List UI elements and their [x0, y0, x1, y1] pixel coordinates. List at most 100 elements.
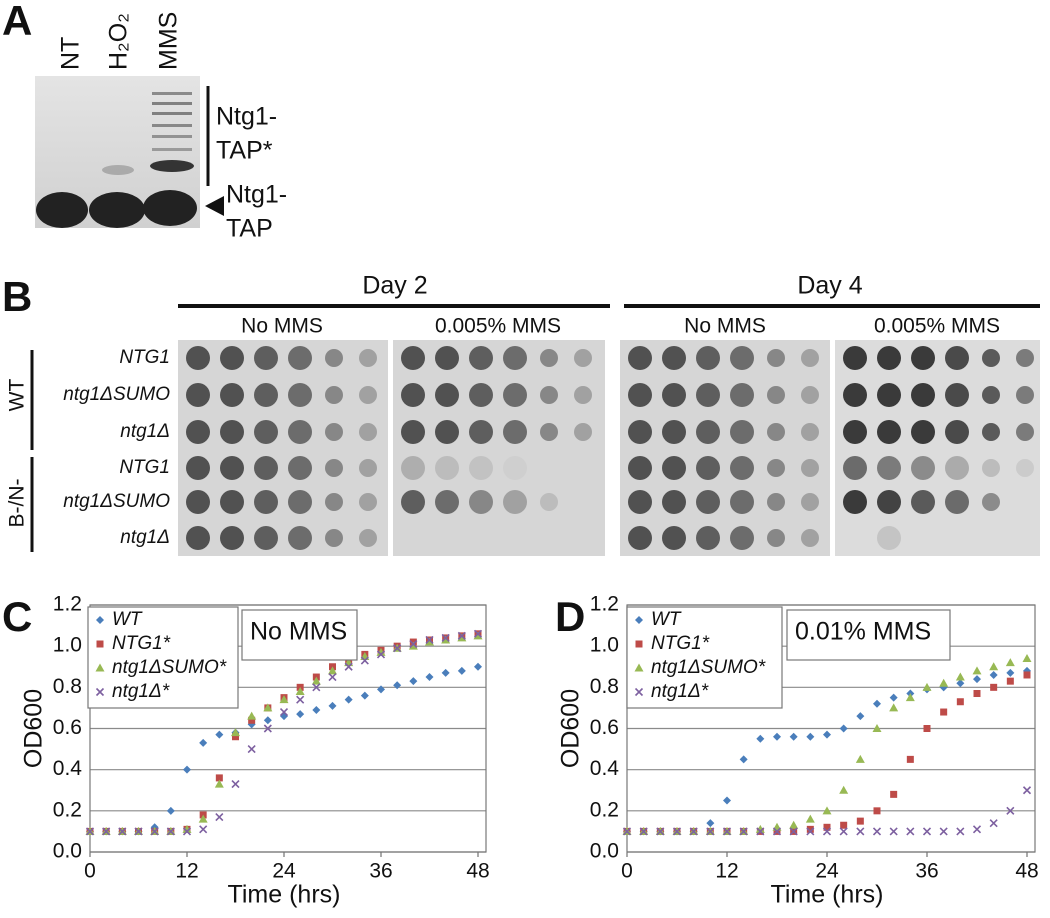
marker: [232, 733, 239, 741]
marker: [672, 827, 682, 836]
marker: [376, 647, 386, 656]
colony-spot: [186, 490, 210, 514]
colony-spot: [288, 490, 312, 514]
marker: [182, 827, 192, 836]
marker: [328, 666, 337, 675]
colony-spot: [469, 383, 493, 407]
x-axis-title: Time (hrs): [228, 881, 341, 909]
marker: [409, 640, 418, 649]
marker: [889, 703, 899, 712]
colony-spot: [540, 349, 558, 367]
x-tick-label: 0: [84, 860, 96, 883]
marker: [263, 724, 272, 733]
colony-spot: [220, 346, 244, 370]
colony-spot: [730, 490, 754, 514]
marker: [1022, 654, 1032, 663]
colony-spot: [288, 346, 312, 370]
colony-spot: [254, 346, 278, 370]
colony-spot: [628, 346, 652, 370]
plates: [178, 340, 1040, 556]
plate: [835, 340, 1040, 556]
marker: [739, 827, 748, 836]
day-label: Day 4: [797, 272, 862, 300]
colony-spot: [186, 526, 210, 550]
marker: [199, 825, 208, 834]
marker: [890, 790, 898, 798]
colony-spot: [945, 490, 969, 514]
marker: [118, 827, 127, 836]
colony-spot: [662, 456, 686, 480]
colony-spot: [254, 420, 278, 444]
colony-spot: [469, 490, 493, 514]
marker: [755, 824, 765, 833]
marker: [248, 716, 256, 724]
colony-spot: [1016, 386, 1034, 404]
colony-spot: [877, 420, 901, 444]
marker: [789, 820, 799, 829]
colony-spot: [696, 456, 720, 480]
colony-spot: [288, 383, 312, 407]
marker: [839, 785, 849, 794]
x-tick-label: 12: [175, 860, 198, 883]
colony-spot: [540, 493, 558, 511]
marker: [279, 707, 289, 717]
colony-spot: [767, 349, 785, 367]
legend-marker: [635, 616, 643, 624]
marker: [102, 827, 111, 836]
legend-box: [626, 606, 783, 709]
colony-spot: [503, 346, 527, 370]
colony-spot: [911, 383, 935, 407]
x-tick-label: 12: [715, 860, 738, 883]
colony-spot: [220, 383, 244, 407]
marker: [199, 738, 208, 747]
colony-spot: [662, 383, 686, 407]
colony-spot: [730, 526, 754, 550]
colony-spot: [877, 346, 901, 370]
colony-spot: [254, 526, 278, 550]
colony-spot: [325, 349, 343, 367]
marker: [639, 827, 648, 836]
x-tick-label: 36: [915, 860, 938, 883]
marker: [473, 629, 483, 638]
colony-spot: [843, 420, 867, 444]
marker: [822, 806, 832, 815]
colony-spot: [843, 456, 867, 480]
marker: [973, 690, 981, 698]
panel-label: A: [2, 0, 32, 44]
marker: [312, 683, 321, 692]
marker: [689, 827, 698, 836]
marker: [956, 679, 965, 688]
colony-spot: [186, 346, 210, 370]
strain-label: ntg1ΔSUMO: [63, 384, 170, 405]
colony-spot: [503, 456, 527, 480]
marker: [906, 827, 915, 836]
marker: [409, 677, 418, 686]
marker: [823, 823, 831, 831]
legend-box: [87, 606, 239, 709]
legend-label: ntg1Δ*: [651, 681, 709, 702]
marker: [247, 745, 256, 754]
marker: [457, 631, 466, 640]
marker: [873, 699, 881, 708]
colony-spot: [359, 349, 377, 367]
marker: [1006, 668, 1015, 677]
marker: [940, 708, 948, 716]
colony-spot: [325, 423, 343, 441]
colony-spot: [982, 459, 1000, 477]
marker: [989, 819, 998, 828]
marker: [1006, 806, 1015, 815]
colony-spot: [401, 490, 425, 514]
band-label: TAP: [226, 215, 273, 243]
colony-spot: [186, 420, 210, 444]
y-tick-label: 0.6: [590, 716, 619, 739]
colony-spot: [359, 386, 377, 404]
marker: [840, 821, 848, 829]
colony-spot: [696, 383, 720, 407]
arrow: [205, 196, 224, 216]
marker: [906, 755, 914, 763]
y-tick-label: 0.6: [53, 716, 82, 739]
marker: [182, 824, 192, 833]
marker: [425, 635, 434, 645]
marker: [889, 693, 898, 702]
